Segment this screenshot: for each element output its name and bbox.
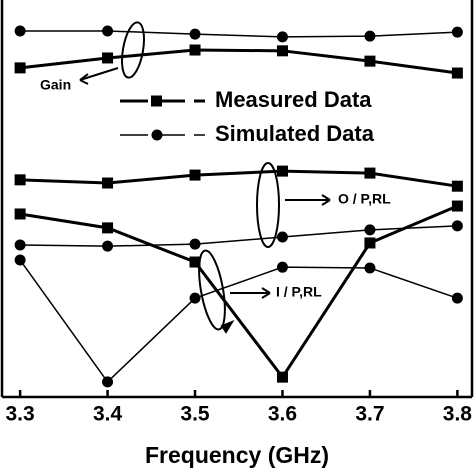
annotation: I / P,RL — [276, 284, 322, 300]
point — [14, 208, 26, 220]
series-line — [19, 48, 458, 75]
series-line — [20, 169, 458, 188]
point — [451, 200, 463, 212]
point — [364, 262, 376, 274]
point — [451, 292, 463, 304]
point — [102, 222, 114, 234]
point — [364, 237, 376, 249]
point — [102, 52, 114, 64]
point — [364, 224, 376, 236]
legend-marker — [151, 95, 162, 107]
series-line — [20, 225, 458, 247]
point — [14, 25, 26, 37]
point — [451, 180, 463, 192]
point — [276, 261, 288, 273]
point — [276, 371, 288, 383]
x-axis-label: Frequency (GHz) — [145, 442, 329, 468]
point — [102, 177, 114, 189]
annotation: Gain — [40, 77, 71, 93]
series-line — [19, 204, 458, 380]
point — [189, 44, 201, 56]
legend-label: Simulated Data — [215, 121, 375, 146]
point — [102, 25, 114, 37]
annotation: O / P,RL — [338, 191, 391, 207]
point — [189, 28, 201, 40]
point — [276, 45, 288, 57]
point — [276, 231, 288, 243]
point — [14, 174, 26, 186]
point — [14, 62, 26, 74]
point — [189, 238, 201, 250]
x-tick-label: 3.8 — [443, 403, 473, 426]
point — [364, 30, 376, 42]
point — [189, 292, 201, 304]
x-tick-label: 3.4 — [93, 403, 123, 426]
point — [14, 254, 26, 266]
x-tick-label: 3.3 — [6, 403, 35, 426]
point — [189, 169, 201, 181]
point — [102, 240, 114, 252]
point — [364, 167, 376, 179]
series-line — [19, 259, 458, 384]
point — [276, 31, 288, 43]
point — [451, 67, 463, 79]
point — [364, 55, 376, 67]
x-tick-label: 3.7 — [355, 403, 384, 426]
annotation-shapes — [79, 21, 331, 334]
frame — [0, 0, 474, 399]
x-tick-label: 3.6 — [268, 403, 297, 426]
legend-label: Measured Data — [215, 87, 372, 112]
point — [276, 165, 288, 177]
series-line — [20, 30, 458, 38]
x-tick-label: 3.5 — [180, 403, 210, 426]
point — [189, 256, 201, 268]
point — [102, 376, 114, 388]
legend-marker — [151, 129, 163, 141]
point — [14, 239, 26, 251]
point — [451, 26, 463, 38]
point — [451, 220, 463, 232]
